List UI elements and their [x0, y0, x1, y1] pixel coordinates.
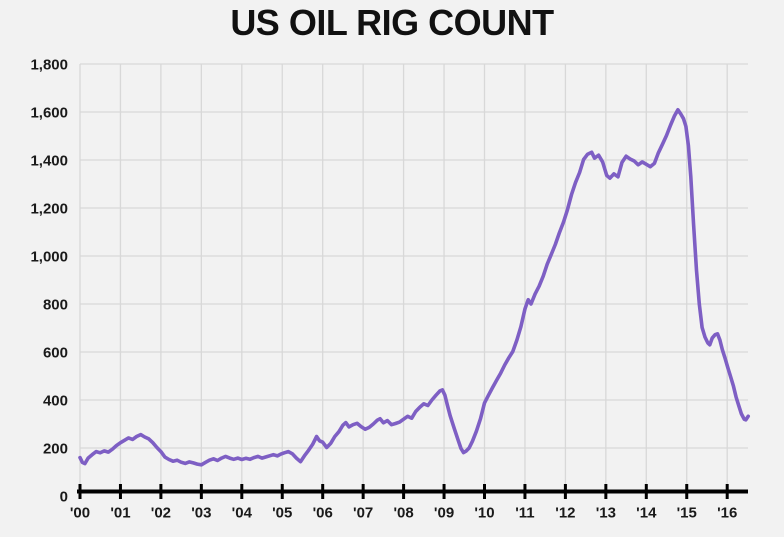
chart-title: US OIL RIG COUNT: [230, 2, 554, 43]
axis-tick-labels: 0 200 400 600 800 1,000 1,200 1,400 1,600 1,800 '0…: [30, 57, 737, 522]
x-tick-label: '16: [717, 505, 737, 522]
gridlines: [79, 63, 748, 492]
x-tick-label: '04: [232, 505, 253, 522]
y-tick-label: 1,200: [30, 201, 68, 218]
y-tick-label: 600: [43, 345, 68, 362]
x-tick-label: '15: [677, 505, 697, 522]
y-tick-label: 1,600: [30, 105, 68, 122]
y-tick-label: 800: [43, 297, 68, 314]
y-tick-label: 0: [60, 489, 68, 506]
y-tick-label: 1,000: [30, 249, 68, 266]
y-tick-label: 1,400: [30, 153, 68, 170]
x-tick-label: '01: [110, 505, 130, 522]
x-tick-label: '06: [313, 505, 333, 522]
y-tick-label: 1,800: [30, 57, 68, 74]
x-tick-label: '12: [555, 505, 575, 522]
x-tick-label: '07: [353, 505, 373, 522]
x-tick-label: '08: [393, 505, 413, 522]
x-axis: [77, 484, 748, 499]
rig-count-line: [78, 108, 750, 467]
x-tick-label: '13: [596, 505, 616, 522]
x-tick-label: '02: [151, 505, 171, 522]
series-line: [78, 108, 750, 467]
x-tick-label: '05: [272, 505, 292, 522]
y-tick-label: 400: [43, 393, 68, 410]
x-tick-label: '11: [515, 505, 534, 522]
x-tick-label: '10: [474, 505, 494, 522]
x-tick-label: '09: [434, 505, 454, 522]
x-tick-label: '03: [191, 505, 211, 522]
y-tick-label: 200: [43, 441, 68, 458]
x-tick-label: '00: [70, 505, 90, 522]
x-tick-label: '14: [636, 505, 657, 522]
